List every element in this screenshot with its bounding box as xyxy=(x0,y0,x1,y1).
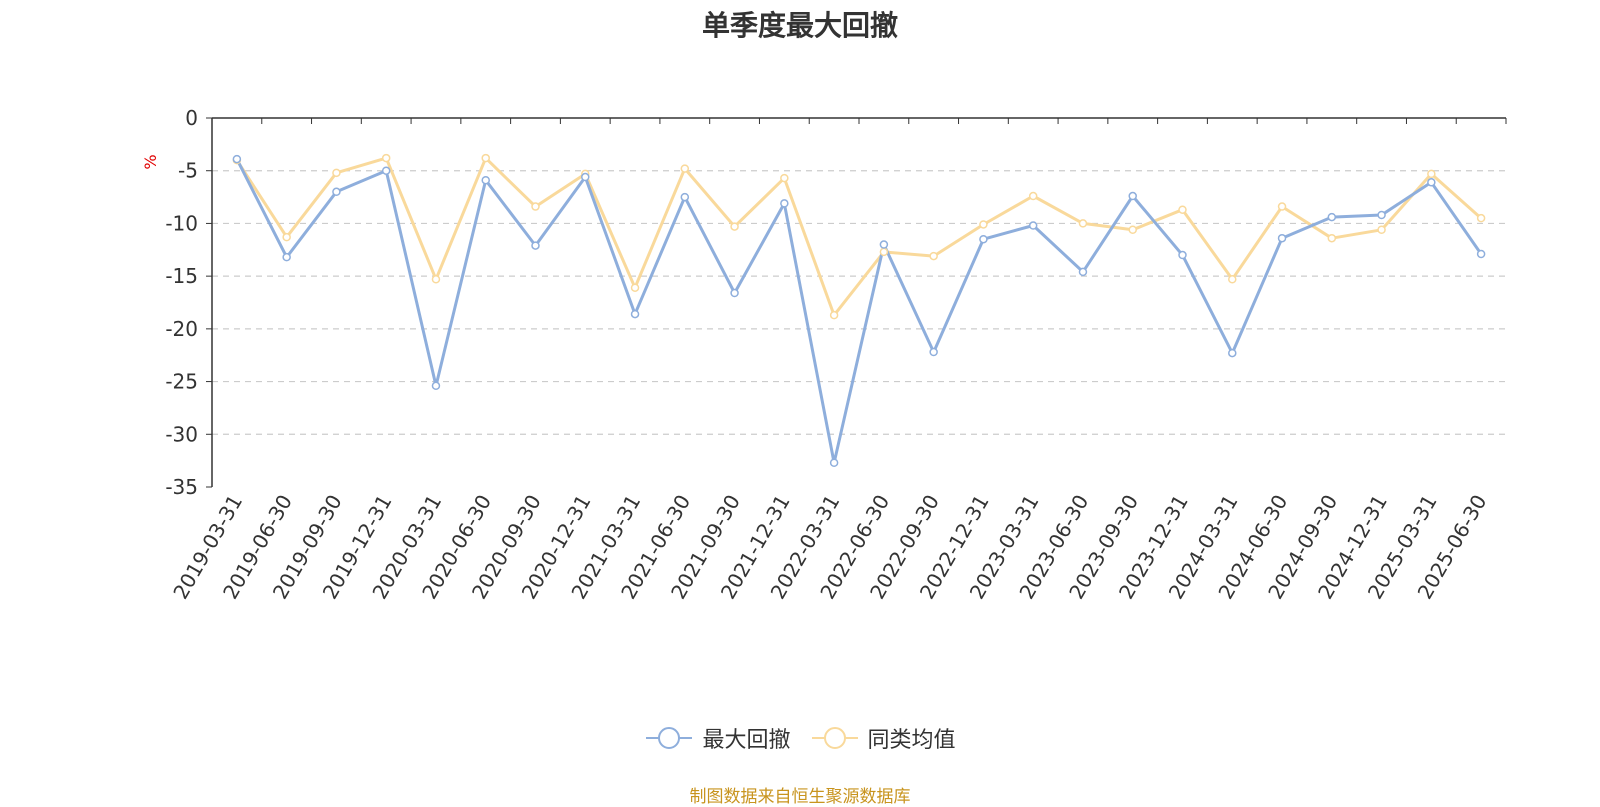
y-tick-label: -5 xyxy=(178,159,198,183)
data-point xyxy=(929,251,938,261)
data-point xyxy=(1476,249,1486,259)
data-point xyxy=(829,458,839,468)
legend-label-max-drawdown: 最大回撤 xyxy=(702,728,791,753)
data-point xyxy=(979,220,988,229)
data-point xyxy=(1128,225,1137,235)
data-point xyxy=(1228,275,1237,284)
data-point xyxy=(879,247,889,257)
data-point xyxy=(1228,348,1237,358)
data-point xyxy=(232,154,242,164)
data-point xyxy=(431,381,441,391)
y-tick-label: 0 xyxy=(185,106,198,130)
data-point xyxy=(481,153,490,163)
y-tick-label: -10 xyxy=(165,211,198,235)
data-point xyxy=(1078,267,1088,277)
legend-line-circle-icon xyxy=(646,727,693,749)
data-point xyxy=(1277,233,1287,243)
data-point xyxy=(630,309,640,319)
y-tick-label: -15 xyxy=(165,264,198,288)
data-point xyxy=(1377,210,1386,220)
y-tick-label: -25 xyxy=(165,370,198,394)
data-point xyxy=(1277,202,1287,211)
legend: 最大回撤 同类均值 xyxy=(0,722,1600,754)
y-axis-label: % xyxy=(141,154,160,169)
series-line xyxy=(235,156,1483,317)
data-point xyxy=(531,202,540,211)
data-point xyxy=(1078,219,1088,228)
data-point xyxy=(1476,213,1486,223)
data-point xyxy=(1128,191,1137,201)
data-point xyxy=(1178,205,1187,214)
data-point xyxy=(1327,233,1337,243)
y-tick-label: -20 xyxy=(165,317,198,341)
data-point xyxy=(730,222,739,231)
data-point xyxy=(431,275,441,284)
data-point xyxy=(730,288,739,298)
source-note: 制图数据来自恒生聚源数据库 xyxy=(689,787,911,807)
legend-line-circle-icon xyxy=(811,727,858,749)
data-point xyxy=(879,240,889,249)
data-point xyxy=(581,172,590,182)
data-point xyxy=(680,164,690,173)
data-point xyxy=(780,199,789,208)
data-point xyxy=(381,166,391,175)
data-point xyxy=(1178,250,1187,260)
data-point xyxy=(1028,191,1038,201)
chart-title: 单季度最大回撤 xyxy=(701,9,898,42)
data-point xyxy=(332,187,341,197)
data-point xyxy=(680,192,690,202)
data-point xyxy=(282,232,291,242)
data-point xyxy=(1427,178,1436,187)
data-point xyxy=(381,153,391,163)
data-point xyxy=(531,241,540,250)
data-point xyxy=(929,347,938,357)
data-point xyxy=(1327,212,1337,222)
legend-item-max-drawdown[interactable]: 最大回撤 xyxy=(644,722,791,754)
y-tick-label: -30 xyxy=(165,422,198,446)
legend-label-peer-average: 同类均值 xyxy=(867,728,956,753)
legend-item-peer-average[interactable]: 同类均值 xyxy=(810,722,956,754)
series-line xyxy=(235,158,1483,465)
data-point xyxy=(1028,221,1038,230)
data-point xyxy=(332,168,341,178)
data-point xyxy=(481,175,490,185)
y-tick-label: -35 xyxy=(165,475,198,499)
data-point xyxy=(630,283,640,292)
data-point xyxy=(1427,169,1436,179)
data-point xyxy=(1377,225,1386,235)
data-point xyxy=(979,234,988,244)
data-point xyxy=(780,173,789,183)
data-point xyxy=(282,252,291,262)
data-point xyxy=(829,310,839,320)
